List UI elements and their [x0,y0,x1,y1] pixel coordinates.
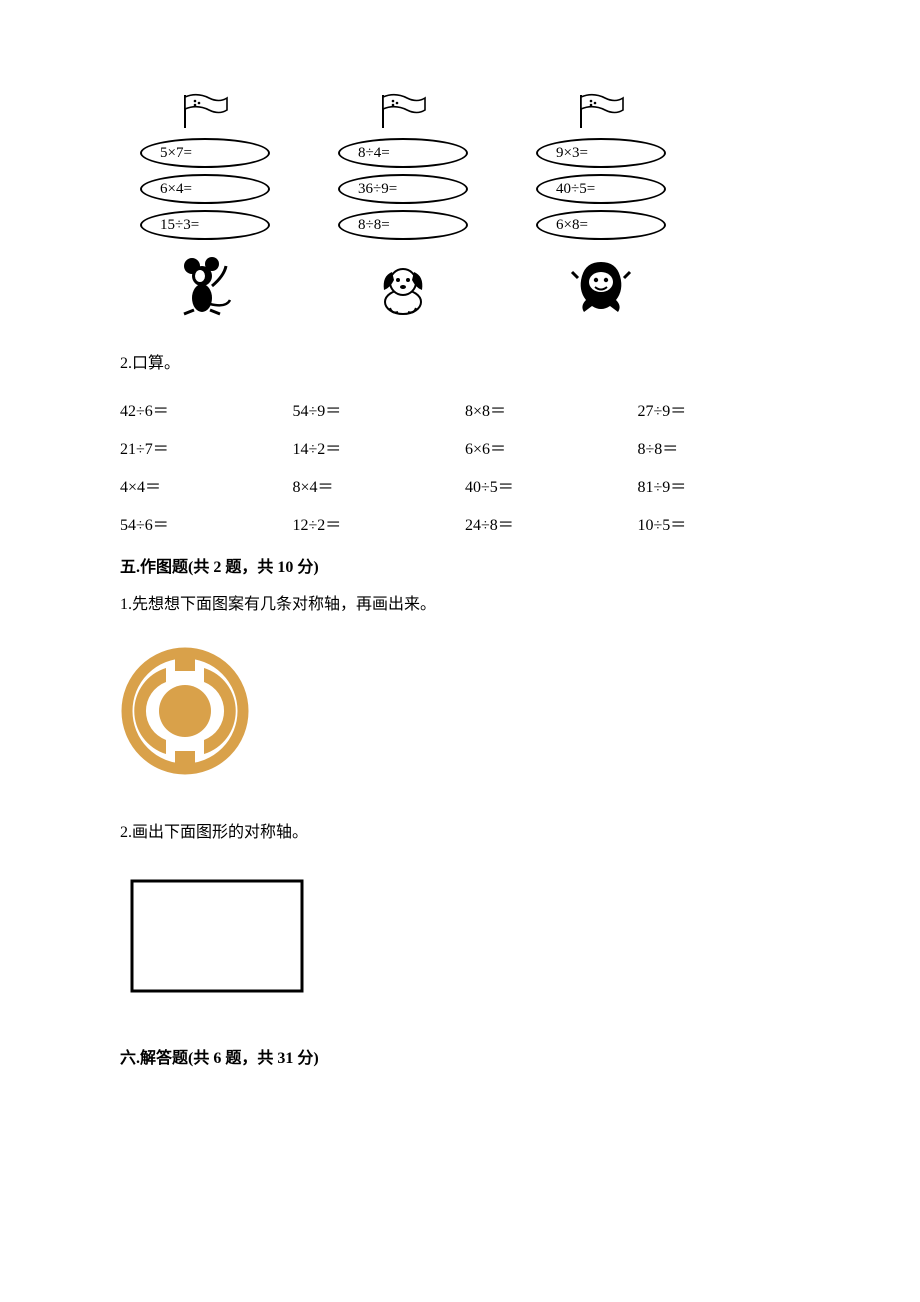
oral-cell: 12÷2＝ [293,511,456,535]
pill-expression: 36÷9= [338,174,468,204]
pill-expression: 9×3= [536,138,666,168]
section-5-q1: 1.先想想下面图案有几条对称轴，再画出来。 [120,587,800,622]
math-pills-figure: 5×7= 6×4= 15÷3= [130,90,800,316]
pill-expression: 8÷8= [338,210,468,240]
pill-expression: 40÷5= [536,174,666,204]
mouse-icon [170,252,240,316]
flag-icon [373,90,433,132]
column-1: 5×7= 6×4= 15÷3= [130,90,280,316]
oral-cell: 81÷9＝ [638,473,801,497]
oral-cell: 8×8＝ [465,397,628,421]
pill-text: 5×7= [160,145,192,162]
section-5-q2: 2.画出下面图形的对称轴。 [120,815,800,850]
pill-text: 36÷9= [358,181,397,198]
symmetry-figure [120,646,800,781]
pill-text: 8÷4= [358,145,390,162]
columns-wrap: 5×7= 6×4= 15÷3= [130,90,800,316]
oral-cell: 27÷9＝ [638,397,801,421]
pill-expression: 8÷4= [338,138,468,168]
pill-expression: 15÷3= [140,210,270,240]
pill-text: 6×4= [160,181,192,198]
oral-cell: 24÷8＝ [465,511,628,535]
pill-text: 40÷5= [556,181,595,198]
pill-expression: 6×4= [140,174,270,204]
pill-text: 15÷3= [160,217,199,234]
oral-calc-grid: 42÷6＝ 54÷9＝ 8×8＝ 27÷9＝ 21÷7＝ 14÷2＝ 6×6＝ … [120,397,800,535]
section-6-header: 六.解答题(共 6 题，共 31 分) [120,1044,800,1068]
pill-expression: 6×8= [536,210,666,240]
pill-text: 8÷8= [358,217,390,234]
column-2: 8÷4= 36÷9= 8÷8= [328,90,478,316]
oral-cell: 54÷6＝ [120,511,283,535]
flag-icon [571,90,631,132]
rectangle-figure [130,879,800,1000]
oral-cell: 6×6＝ [465,435,628,459]
column-3: 9×3= 40÷5= 6×8= [526,90,676,316]
oral-cell: 4×4＝ [120,473,283,497]
flag-icon [175,90,235,132]
oral-cell: 14÷2＝ [293,435,456,459]
monster-icon [568,252,634,316]
section-5-header: 五.作图题(共 2 题，共 10 分) [120,553,800,577]
oral-cell: 40÷5＝ [465,473,628,497]
puppy-icon [370,252,436,316]
oral-cell: 21÷7＝ [120,435,283,459]
oral-cell: 10÷5＝ [638,511,801,535]
pill-text: 9×3= [556,145,588,162]
q2-label: 2.口算。 [120,346,800,381]
oral-cell: 42÷6＝ [120,397,283,421]
oral-cell: 8×4＝ [293,473,456,497]
oral-cell: 8÷8＝ [638,435,801,459]
pill-text: 6×8= [556,217,588,234]
oral-cell: 54÷9＝ [293,397,456,421]
pill-expression: 5×7= [140,138,270,168]
